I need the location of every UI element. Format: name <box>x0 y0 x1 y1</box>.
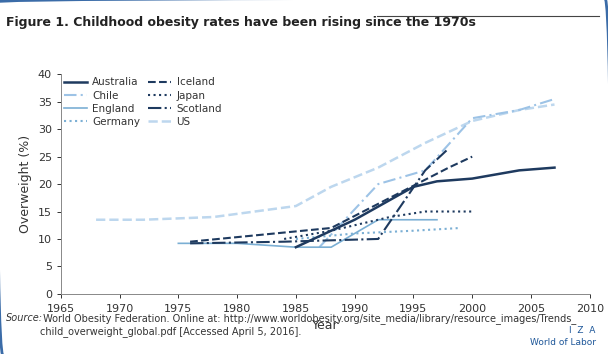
Text: Source:: Source: <box>6 313 43 323</box>
Text: I  Z  A
World of Labor: I Z A World of Labor <box>530 326 596 347</box>
Y-axis label: Overweight (%): Overweight (%) <box>19 135 32 233</box>
X-axis label: Year: Year <box>312 319 339 332</box>
Text: World Obesity Federation. Online at: http://www.worldobesity.org/site_media/libr: World Obesity Federation. Online at: htt… <box>40 313 576 337</box>
Legend: Australia, Chile, England, Germany, Iceland, Japan, Scotland, US: Australia, Chile, England, Germany, Icel… <box>64 78 222 127</box>
Text: Figure 1. Childhood obesity rates have been rising since the 1970s: Figure 1. Childhood obesity rates have b… <box>6 16 476 29</box>
